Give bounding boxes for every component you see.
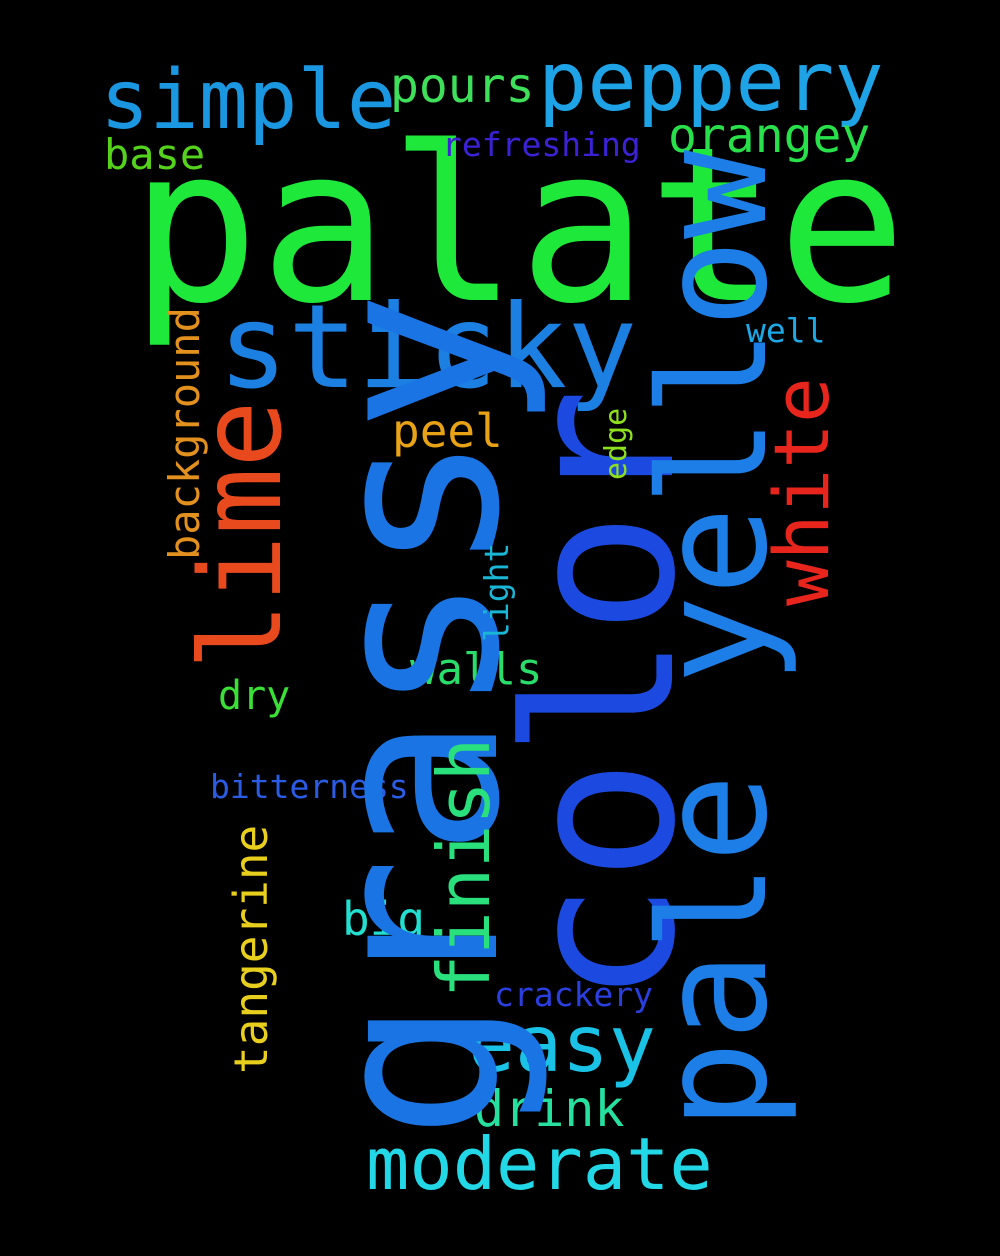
word-orangey: orangey xyxy=(668,108,871,164)
word-finish: finish xyxy=(422,737,506,998)
word-sticky: sticky xyxy=(218,280,638,415)
word-drink: drink xyxy=(474,1080,625,1138)
word-simple: simple xyxy=(100,53,397,148)
word-moderate: moderate xyxy=(366,1122,713,1206)
word-easy: easy xyxy=(468,1000,656,1090)
word-pale-yellow: pale yellow xyxy=(628,149,800,1130)
word-peel: peel xyxy=(392,404,503,458)
word-palate: palate xyxy=(130,100,907,351)
word-crackery: crackery xyxy=(494,975,653,1014)
word-big: big xyxy=(342,892,426,946)
word-white: white xyxy=(757,377,846,606)
word-peppery: peppery xyxy=(538,35,884,130)
word-tangerine: tangerine xyxy=(224,824,278,1074)
word-dry: dry xyxy=(218,673,291,719)
word-background: background xyxy=(160,307,209,560)
word-well: well xyxy=(746,311,826,350)
word-light: light xyxy=(477,542,516,642)
word-bitterness: bitterness xyxy=(210,767,409,806)
word-pours: pours xyxy=(390,58,535,114)
word-refreshing: refreshing xyxy=(442,125,641,164)
word-walls: walls xyxy=(410,644,543,695)
word-edge: edge xyxy=(599,407,634,480)
word-base: base xyxy=(104,130,206,179)
